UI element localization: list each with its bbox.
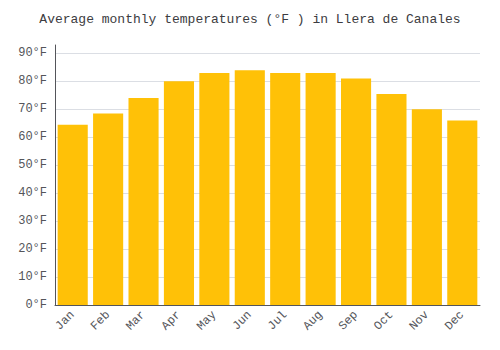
svg-text:0°F: 0°F	[25, 298, 47, 312]
svg-text:70°F: 70°F	[18, 102, 47, 116]
svg-text:Aug: Aug	[300, 308, 325, 333]
svg-text:40°F: 40°F	[18, 186, 47, 200]
svg-text:May: May	[194, 308, 219, 333]
svg-text:20°F: 20°F	[18, 242, 47, 256]
svg-text:Sep: Sep	[336, 308, 361, 333]
svg-text:Jan: Jan	[53, 308, 78, 333]
svg-text:80°F: 80°F	[18, 74, 47, 88]
svg-text:30°F: 30°F	[18, 214, 47, 228]
svg-text:Mar: Mar	[123, 308, 148, 333]
svg-text:Nov: Nov	[407, 308, 432, 333]
svg-text:90°F: 90°F	[18, 46, 47, 60]
svg-text:Average monthly temperatures (: Average monthly temperatures (°F ) in Ll…	[39, 12, 460, 27]
svg-text:Feb: Feb	[88, 308, 113, 333]
svg-text:Oct: Oct	[371, 308, 396, 333]
svg-text:10°F: 10°F	[18, 270, 47, 284]
svg-text:60°F: 60°F	[18, 130, 47, 144]
svg-text:Dec: Dec	[442, 308, 467, 333]
svg-text:Jun: Jun	[230, 308, 255, 333]
svg-text:Apr: Apr	[159, 308, 184, 333]
svg-text:Jul: Jul	[265, 308, 290, 333]
svg-text:50°F: 50°F	[18, 158, 47, 172]
